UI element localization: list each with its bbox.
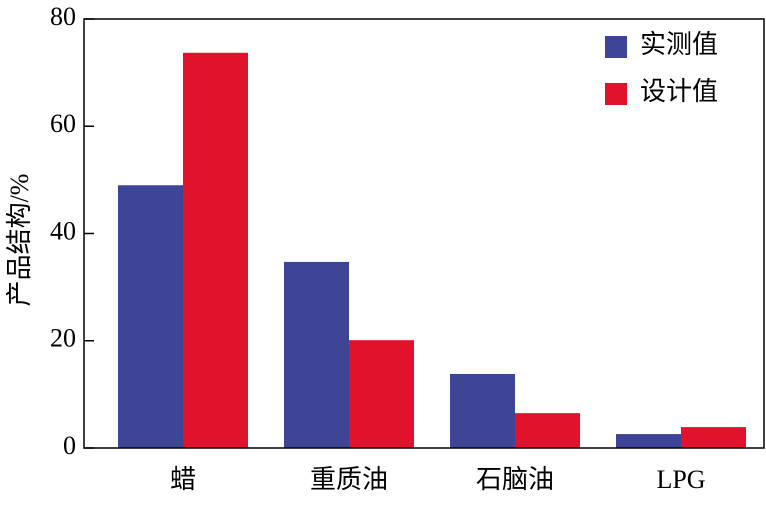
bar [616, 434, 681, 448]
y-tick-label: 0 [63, 431, 76, 460]
legend-label: 设计值 [640, 77, 718, 106]
bar [284, 261, 349, 448]
x-tick-label: 石脑油 [476, 465, 554, 494]
bar [681, 427, 746, 448]
legend-swatch [605, 83, 627, 105]
legend-label: 实测值 [640, 30, 718, 59]
legend-swatch [605, 36, 627, 58]
x-tick-label: LPG [656, 465, 705, 494]
bar [450, 373, 515, 448]
x-tick-label: 蜡 [170, 465, 196, 494]
y-tick-label: 20 [50, 324, 76, 353]
y-tick-label: 60 [50, 109, 76, 138]
y-tick-label: 40 [50, 216, 76, 245]
bar [183, 52, 248, 448]
bar [349, 340, 414, 448]
bar [515, 413, 580, 448]
y-axis-label: 产品结构/% [5, 174, 34, 307]
x-tick-label: 重质油 [310, 465, 388, 494]
bar [118, 185, 183, 449]
y-tick-label: 80 [50, 2, 76, 31]
plot-frame [83, 18, 765, 449]
